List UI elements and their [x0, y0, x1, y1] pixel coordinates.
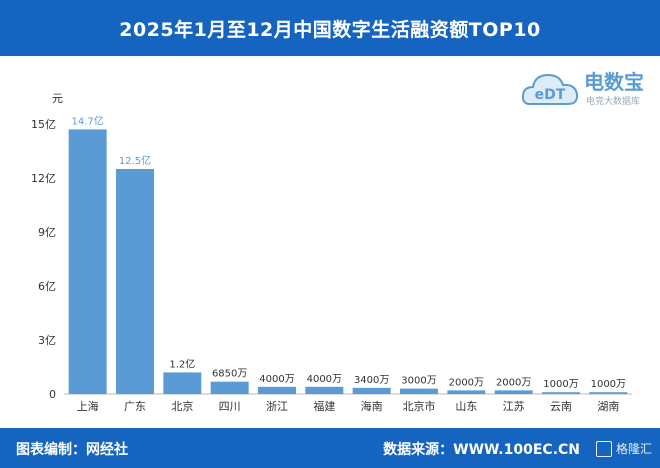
bar: [210, 381, 249, 394]
x-tick-label: 北京: [171, 399, 193, 413]
bar-value-label: 14.7亿: [72, 114, 104, 127]
watermark-icon: [595, 440, 612, 457]
bar-value-label: 2000万: [449, 377, 484, 388]
bar: [447, 390, 486, 394]
x-tick-label: 浙江: [266, 400, 288, 413]
bar-value-label: 1.2亿: [169, 357, 195, 370]
x-tick-label: 四川: [219, 400, 241, 413]
logo: eDT 电数宝 电竞大数据库: [520, 60, 652, 116]
y-tick-label: 6亿: [38, 280, 56, 293]
x-tick-label: 海南: [361, 399, 383, 413]
bar-value-label: 1000万: [543, 379, 578, 390]
bar: [494, 390, 533, 394]
bar-value-label: 4000万: [307, 374, 342, 385]
bar: [352, 387, 391, 394]
y-tick-label: 9亿: [38, 226, 56, 239]
x-tick-label: 广东: [124, 400, 146, 413]
bar: [258, 386, 296, 394]
bar-value-label: 6850万: [212, 369, 247, 380]
bar: [589, 392, 628, 394]
header-bar: 2025年1月至12月中国数字生活融资额TOP10: [0, 0, 660, 56]
x-tick-label: 北京市: [403, 399, 436, 413]
bar: [305, 386, 344, 394]
bar-value-label: 12.5亿: [119, 154, 151, 167]
bar-value-label: 2000万: [496, 377, 531, 388]
bar: [116, 169, 154, 394]
x-tick-label: 上海: [77, 399, 99, 413]
logo-mark: eDT: [535, 87, 566, 103]
y-tick-label: 15亿: [31, 118, 56, 131]
y-tick-label: 12亿: [31, 172, 56, 185]
watermark: 格隆汇: [595, 440, 652, 457]
footer-source: 数据来源：WWW.100EC.CN: [383, 442, 580, 458]
chart-title: 2025年1月至12月中国数字生活融资额TOP10: [119, 18, 541, 41]
x-tick-label: 云南: [550, 400, 572, 413]
bar: [163, 372, 202, 394]
x-tick-label: 江苏: [503, 400, 525, 413]
y-tick-label: 0: [49, 388, 56, 401]
x-tick-label: 山东: [455, 400, 477, 413]
bar-value-label: 1000万: [591, 379, 626, 390]
logo-tagline: 电竞大数据库: [586, 97, 641, 107]
footer-compiler: 图表编制：网经社: [16, 442, 128, 458]
y-axis-label: 元: [52, 92, 63, 105]
y-tick-label: 3亿: [38, 334, 56, 347]
logo-brand: 电数宝: [584, 70, 644, 94]
bar: [68, 129, 107, 394]
bar-value-label: 4000万: [259, 374, 294, 385]
footer-bar: 图表编制：网经社 数据来源：WWW.100EC.CN: [0, 428, 660, 468]
x-tick-label: 福建: [313, 399, 335, 413]
watermark-text: 格隆汇: [615, 442, 652, 456]
bar-value-label: 3000万: [401, 376, 436, 387]
bar-value-label: 3400万: [354, 375, 389, 386]
cloud-logo-icon: eDT: [521, 73, 579, 105]
bar: [400, 388, 438, 394]
x-tick-label: 湖南: [597, 400, 619, 413]
bar: [542, 392, 580, 394]
